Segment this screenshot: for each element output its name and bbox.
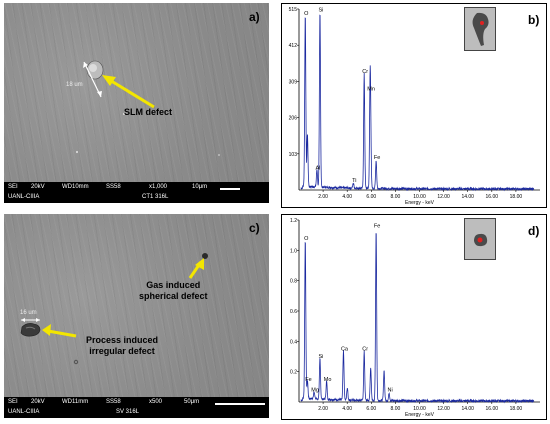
peak-label: Si [319,7,324,13]
sem-image-c: c) 16 um Gas induced spherical defect Pr… [4,214,269,418]
sem-info-bar-c: SEI 20kV WD11mm SS58 x500 50μm UANL-CIII… [4,397,269,418]
x-tick-label: 10.00 [413,194,426,200]
sem-info-bar-a: SEI 20kV WD10mm SS58 x1,000 10μm UANL-CI… [4,182,269,203]
y-tick-label: 309 [289,79,298,85]
y-tick-label: 515 [289,7,298,13]
peak-label: Cr [362,69,368,75]
x-axis-label: Energy - keV [405,200,435,206]
x-tick-label: 8.00 [391,194,401,200]
x-tick-label: 10.00 [413,406,426,412]
y-tick-label: 0.2 [290,370,297,376]
x-tick-label: 14.00 [461,194,474,200]
x-tick-label: 14.00 [461,406,474,412]
eds-spectrum-d: d) 0.2 0.4 0.6 0.8 1.0 1.2 2.00 4.00 6.00 8.00 10.0… [290,218,540,418]
x-tick-label: 2.00 [318,194,328,200]
x-tick-label: 12.00 [437,406,450,412]
peak-label: Fe [305,377,311,383]
panel-letter-c: c) [249,221,260,235]
x-tick-label: 6.00 [366,406,376,412]
scale-bar-c [215,403,265,405]
y-tick-label: 0.4 [290,339,297,345]
eds-thumbnail-b [464,7,496,51]
peak-label: Ti [352,178,356,184]
peak-label: Ni [388,387,393,393]
panel-letter-d: d) [528,224,539,238]
y-tick-label: 412 [289,43,298,49]
y-tick-label: 1.2 [290,218,297,224]
measurement-label-c: 16 um [20,310,37,316]
x-tick-label: 18.00 [510,194,523,200]
x-tick-label: 16.00 [486,406,499,412]
scale-bar-a [220,188,240,190]
defect-particle-a [75,60,220,156]
eds-panel-b: b) 103 206 309 412 515 2.00 4.00 6.00 8.00 10.00 12… [281,3,547,208]
peak-label: Cr [362,346,368,352]
x-tick-label: 6.00 [366,194,376,200]
peak-label: O [304,11,309,17]
eds-thumbnail-d [464,218,496,260]
peak-label: Mn [367,86,375,92]
peak-label: Ca [341,346,349,352]
x-tick-label: 16.00 [486,194,499,200]
y-tick-label: 0.8 [290,279,297,285]
spectrum-series [300,14,535,192]
panel-letter-b: b) [528,13,539,27]
measurement-label-a: 18 um [66,82,83,88]
peak-label: Si [319,354,324,360]
y-tick-label: 206 [289,116,298,122]
y-tick-label: 1.0 [290,248,297,254]
x-tick-label: 4.00 [342,406,352,412]
spectrum-series [300,233,535,404]
x-axis-label: Energy - keV [405,412,435,418]
peak-label: Mg [311,387,319,393]
y-tick-label: 103 [289,152,298,158]
annotation-slm-defect: SLM defect [124,107,173,117]
annotation-process-defect: Process induced irregular defect [86,335,159,356]
eds-panel-d: d) 0.2 0.4 0.6 0.8 1.0 1.2 2.00 4.00 6.00 8.00 10.0… [281,214,547,420]
x-tick-label: 12.00 [437,194,450,200]
panel-letter-a: a) [249,10,260,24]
peak-label: Fe [374,155,380,161]
annotation-gas-defect: Gas induced spherical defect [139,280,208,301]
x-tick-label: 8.00 [391,406,401,412]
x-tick-label: 18.00 [510,406,523,412]
peak-label: Al [316,165,321,171]
y-tick-label: 0.6 [290,309,297,315]
x-tick-label: 2.00 [318,406,328,412]
sem-image-a: a) 18 um SLM defect SEI 20kV WD10mm SS58… [4,3,269,203]
eds-spectrum-b: b) 103 206 309 412 515 2.00 4.00 6.00 8.00 10.00 12… [289,7,540,206]
peak-label: Fe [374,224,380,230]
x-tick-label: 4.00 [342,194,352,200]
defects-c [20,253,208,365]
peak-label: Mo [324,377,332,383]
peak-label: O [304,236,309,242]
